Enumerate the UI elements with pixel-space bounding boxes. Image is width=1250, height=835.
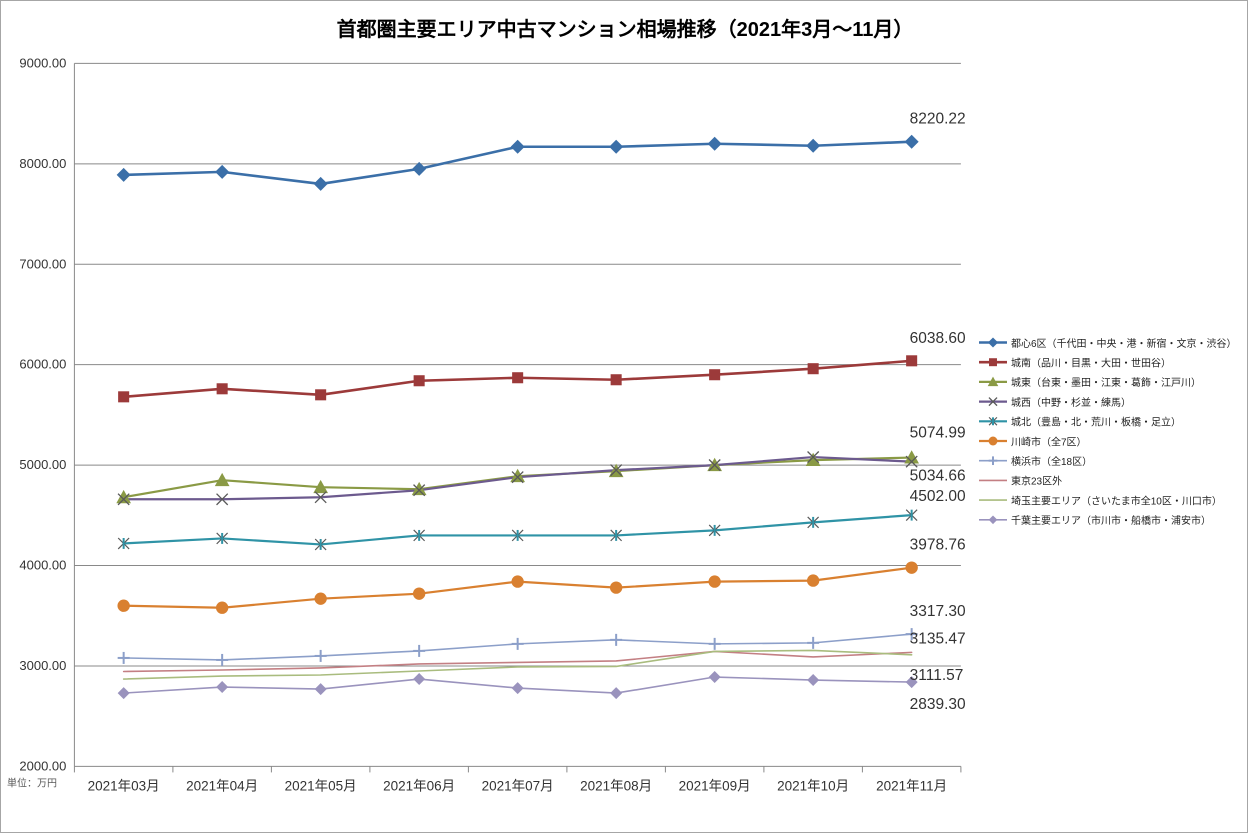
- svg-text:千葉主要エリア（市川市・船橋市・浦安市）: 千葉主要エリア（市川市・船橋市・浦安市）: [1011, 514, 1211, 527]
- svg-text:3135.47: 3135.47: [910, 630, 966, 647]
- svg-text:5034.66: 5034.66: [910, 468, 966, 485]
- svg-text:単位：万円: 単位：万円: [7, 776, 57, 789]
- svg-text:城南（品川・目黒・大田・世田谷）: 城南（品川・目黒・大田・世田谷）: [1011, 357, 1171, 370]
- svg-text:4000.00: 4000.00: [19, 558, 66, 573]
- svg-text:都心6区（千代田・中央・港・新宿・文京・渋谷）: 都心6区（千代田・中央・港・新宿・文京・渋谷）: [1011, 337, 1237, 350]
- svg-text:横浜市（全18区）: 横浜市（全18区）: [1011, 455, 1092, 468]
- svg-text:2021年11月: 2021年11月: [876, 778, 947, 793]
- svg-text:2021年07月: 2021年07月: [482, 778, 554, 793]
- svg-text:2839.30: 2839.30: [910, 696, 966, 713]
- svg-text:2021年05月: 2021年05月: [285, 778, 357, 793]
- svg-text:3978.76: 3978.76: [910, 537, 966, 554]
- svg-text:6000.00: 6000.00: [19, 357, 66, 372]
- svg-text:埼玉主要エリア（さいたま市全10区・川口市）: 埼玉主要エリア（さいたま市全10区・川口市）: [1011, 494, 1222, 507]
- svg-text:2021年06月: 2021年06月: [383, 778, 455, 793]
- svg-text:5000.00: 5000.00: [19, 457, 66, 472]
- svg-text:2021年09月: 2021年09月: [679, 778, 751, 793]
- svg-text:城東（台東・墨田・江東・葛飾・江戸川）: 城東（台東・墨田・江東・葛飾・江戸川）: [1011, 376, 1201, 389]
- svg-text:3111.57: 3111.57: [910, 667, 964, 684]
- svg-text:東京23区外: 東京23区外: [1011, 475, 1062, 488]
- svg-text:2021年10月: 2021年10月: [777, 778, 849, 793]
- svg-text:7000.00: 7000.00: [19, 256, 66, 271]
- svg-text:8220.22: 8220.22: [910, 111, 966, 128]
- svg-text:3317.30: 3317.30: [910, 603, 966, 620]
- svg-text:6038.60: 6038.60: [910, 330, 966, 347]
- svg-text:3000.00: 3000.00: [19, 658, 66, 673]
- svg-text:城北（豊島・北・荒川・板橋・足立）: 城北（豊島・北・荒川・板橋・足立）: [1011, 416, 1181, 429]
- svg-text:2021年08月: 2021年08月: [580, 778, 652, 793]
- svg-text:2021年04月: 2021年04月: [186, 778, 258, 793]
- svg-text:川崎市（全7区）: 川崎市（全7区）: [1011, 435, 1087, 448]
- svg-text:2000.00: 2000.00: [19, 758, 66, 773]
- svg-text:8000.00: 8000.00: [19, 156, 66, 171]
- svg-text:城西（中野・杉並・練馬）: 城西（中野・杉並・練馬）: [1011, 396, 1131, 409]
- svg-text:4502.00: 4502.00: [910, 488, 966, 505]
- svg-text:5074.99: 5074.99: [910, 425, 966, 442]
- svg-text:2021年03月: 2021年03月: [88, 778, 160, 793]
- svg-text:9000.00: 9000.00: [19, 55, 66, 70]
